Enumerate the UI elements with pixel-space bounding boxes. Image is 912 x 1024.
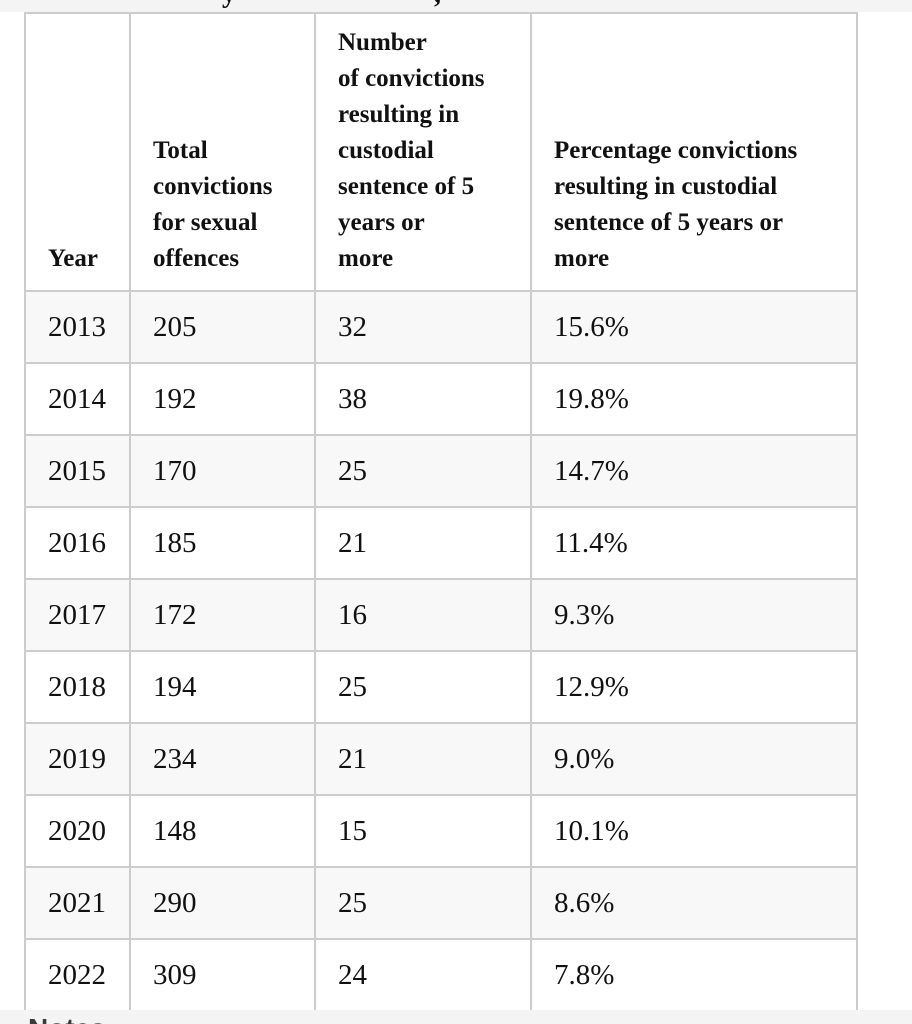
cropped-title-fragment-comma: , xyxy=(434,0,441,8)
cell-percentage: 8.6% xyxy=(530,866,858,940)
cell-custodial: 25 xyxy=(314,650,532,724)
cropped-title-fragment-y: y xyxy=(222,0,236,8)
table-row-2020: 2020 148 15 10.1% xyxy=(24,794,858,868)
table-row-2013: 2013 205 32 15.6% xyxy=(24,290,858,364)
table-row-2017: 2017 172 16 9.3% xyxy=(24,578,858,652)
cell-total: 290 xyxy=(129,866,316,940)
cell-custodial: 21 xyxy=(314,506,532,580)
cell-percentage: 19.8% xyxy=(530,362,858,436)
cell-year: 2016 xyxy=(24,506,131,580)
cell-percentage: 15.6% xyxy=(530,290,858,364)
cell-percentage: 11.4% xyxy=(530,506,858,580)
cell-total: 170 xyxy=(129,434,316,508)
table-row-2018: 2018 194 25 12.9% xyxy=(24,650,858,724)
cell-total: 194 xyxy=(129,650,316,724)
cell-custodial: 24 xyxy=(314,938,532,1012)
cell-total: 192 xyxy=(129,362,316,436)
cell-year: 2014 xyxy=(24,362,131,436)
cell-year: 2018 xyxy=(24,650,131,724)
cell-year: 2019 xyxy=(24,722,131,796)
cell-total: 185 xyxy=(129,506,316,580)
cropped-notes-section: Notes xyxy=(0,1010,912,1024)
column-header-year: Year xyxy=(24,12,131,292)
cell-custodial: 16 xyxy=(314,578,532,652)
cell-year: 2015 xyxy=(24,434,131,508)
cell-percentage: 14.7% xyxy=(530,434,858,508)
cell-total: 234 xyxy=(129,722,316,796)
table-row-2021: 2021 290 25 8.6% xyxy=(24,866,858,940)
cell-percentage: 12.9% xyxy=(530,650,858,724)
table-row-2016: 2016 185 21 11.4% xyxy=(24,506,858,580)
column-header-custodial-number: Number of convictions resulting in custo… xyxy=(314,12,532,292)
cell-year: 2021 xyxy=(24,866,131,940)
cell-year: 2020 xyxy=(24,794,131,868)
cell-percentage: 9.3% xyxy=(530,578,858,652)
cell-percentage: 7.8% xyxy=(530,938,858,1012)
cell-year: 2017 xyxy=(24,578,131,652)
cell-custodial: 38 xyxy=(314,362,532,436)
cell-total: 148 xyxy=(129,794,316,868)
table-row-2015: 2015 170 25 14.7% xyxy=(24,434,858,508)
convictions-table: Year Total convictions for sexual offenc… xyxy=(24,12,858,1012)
header-row: Year Total convictions for sexual offenc… xyxy=(24,12,858,292)
cell-total: 205 xyxy=(129,290,316,364)
table-row-2019: 2019 234 21 9.0% xyxy=(24,722,858,796)
notes-heading: Notes xyxy=(28,1013,106,1024)
cell-custodial: 21 xyxy=(314,722,532,796)
cell-custodial: 25 xyxy=(314,866,532,940)
cropped-page-title-strip: y , xyxy=(0,0,912,12)
column-header-total-convictions: Total convictions for sexual offences xyxy=(129,12,316,292)
table-body: 2013 205 32 15.6% 2014 192 38 19.8% 2015… xyxy=(24,290,858,1012)
cell-total: 309 xyxy=(129,938,316,1012)
cell-total: 172 xyxy=(129,578,316,652)
cell-custodial: 32 xyxy=(314,290,532,364)
cell-year: 2013 xyxy=(24,290,131,364)
table-row-2014: 2014 192 38 19.8% xyxy=(24,362,858,436)
cell-year: 2022 xyxy=(24,938,131,1012)
cell-percentage: 10.1% xyxy=(530,794,858,868)
table-header: Year Total convictions for sexual offenc… xyxy=(24,12,858,292)
table-row-2022: 2022 309 24 7.8% xyxy=(24,938,858,1012)
cell-custodial: 25 xyxy=(314,434,532,508)
cell-percentage: 9.0% xyxy=(530,722,858,796)
column-header-custodial-percentage: Percentage convictions resulting in cust… xyxy=(530,12,858,292)
cell-custodial: 15 xyxy=(314,794,532,868)
